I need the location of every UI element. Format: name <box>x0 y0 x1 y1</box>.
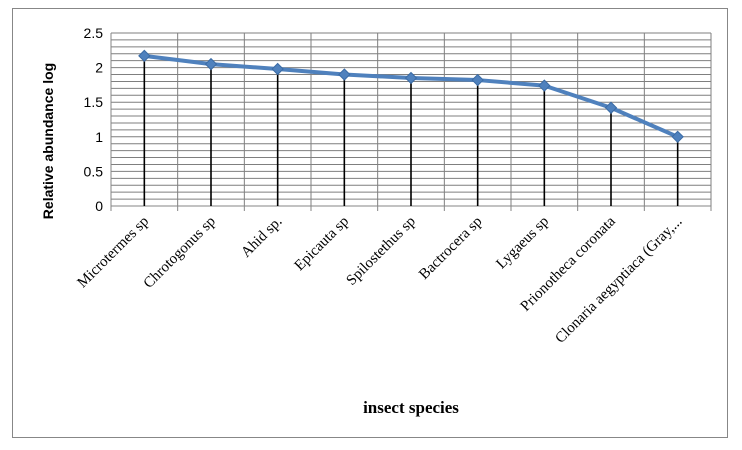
y-tick-label: 2.5 <box>84 25 104 41</box>
data-point-marker <box>204 57 218 71</box>
x-category-label: Clonaria aegyptiaca (Gray,... <box>552 214 685 347</box>
y-tick-label: 1 <box>95 129 103 145</box>
x-category-label: Bactrocera sp <box>416 214 485 283</box>
y-tick-label: 0.5 <box>84 163 104 179</box>
x-category-label: Ahid sp. <box>238 214 285 261</box>
data-point-marker <box>538 79 551 92</box>
data-point-marker <box>404 71 418 85</box>
y-tick-labels: 0 0.5 1 1.5 2 2.5 <box>84 25 104 214</box>
data-point-marker <box>271 62 284 76</box>
data-markers <box>138 49 684 144</box>
chart-frame: 0 0.5 1 1.5 2 2.5 Microtermes sp Chrotogonus s… <box>12 8 728 438</box>
drop-lines <box>143 55 679 206</box>
data-point-marker <box>671 130 684 144</box>
y-tick-label: 2 <box>95 60 103 76</box>
data-point-marker <box>604 101 618 114</box>
x-axis-title: insect species <box>363 398 459 417</box>
x-category-label: Chrotogonus sp <box>141 214 219 292</box>
x-category-label: Epicauta sp <box>292 214 353 275</box>
data-point-marker <box>338 68 351 81</box>
x-category-label: Spilostethus sp <box>344 214 419 289</box>
x-category-label: Lygaeus sp <box>493 214 552 273</box>
data-point-marker <box>138 49 151 63</box>
y-tick-label: 0 <box>95 198 103 214</box>
data-point-marker <box>471 73 484 87</box>
y-tick-label: 1.5 <box>84 94 104 110</box>
y-axis-title: Relative abundance log <box>40 63 56 219</box>
